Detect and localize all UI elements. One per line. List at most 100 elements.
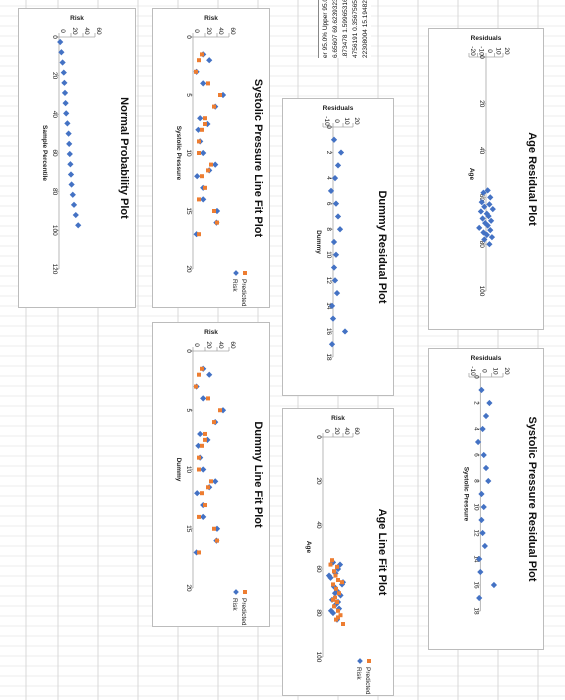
data-point [61,89,69,96]
x-tick-label: 15 [185,207,192,215]
predicted-point [215,538,219,543]
x-tick-label: 120 [51,264,58,275]
dummy-line-fit-chart[interactable]: Dummy Line Fit Plot Risk 0 20 40 60 0 5 10 15 20 Du… [152,322,270,627]
data-point [67,171,75,178]
data-point [212,161,219,168]
data-point [341,328,349,335]
y-axis-label: Risk [204,329,218,336]
x-axis-label: Age [468,168,475,181]
age-residual-chart[interactable]: Age Residual Plot Residuals -20 -10 0 10 20 0 20… [428,28,544,330]
normal-probability-chart[interactable]: Normal Probability Plot Risk 0 20 40 60 0 20 40 6… [18,8,136,308]
data-point [476,594,483,602]
table-row: 22308004 15.194828 [362,0,369,58]
predicted-point [203,431,207,436]
data-point [487,217,495,224]
x-tick-label: 0 [325,125,332,129]
predicted-point [197,514,201,519]
x-tick-label: 60 [315,565,322,573]
y-tick-label: -10 [478,46,485,56]
legend-marker-predicted [243,271,247,275]
predicted-point [338,613,343,618]
predicted-point [209,479,213,484]
y-tick-label: -20 [469,46,476,56]
predicted-point [212,209,216,213]
data-point [200,513,207,521]
y-tick-label: 20 [503,367,510,375]
predicted-point [331,582,335,587]
predicted-point [203,122,207,126]
data-point [478,516,485,524]
predicted-point [206,485,210,490]
chart-title: Normal Probability Plot [118,97,130,219]
table-row: er 95.0% Upper 95.0% [322,0,329,58]
data-point [482,464,490,472]
predicted-point [337,591,341,596]
data-point [200,395,207,402]
x-tick-label: 100 [478,286,485,297]
x-tick-label: 60 [478,194,485,202]
predicted-point [203,116,207,121]
data-point [206,371,213,378]
y-tick-label: 60 [229,27,236,35]
data-point [483,231,490,238]
data-point [57,38,64,46]
x-tick-label: 6 [472,453,479,457]
data-point [197,430,204,438]
predicted-point [194,384,198,389]
predicted-point [197,455,201,460]
predicted-point [200,52,204,57]
y-tick-label: 20 [71,27,78,35]
predicted-point [328,562,333,567]
chart-svg: Systolic Pressure Residual Plot Residuals… [462,355,538,615]
x-tick-label: 0 [478,55,485,59]
x-tick-label: 14 [325,302,332,310]
predicted-point [206,168,210,173]
x-tick-label: 18 [325,353,332,361]
data-point [336,226,344,233]
x-axis-label: Dummy [315,230,322,254]
predicted-point [197,467,201,472]
y-tick-label: 0 [480,369,487,373]
data-point [490,581,498,589]
x-tick-label: 2 [325,151,332,155]
y-tick-label: 10 [495,47,502,55]
predicted-point [200,127,204,132]
predicted-point [332,604,336,609]
legend-label: Risk [355,667,362,680]
x-axis-label: Age [305,541,312,554]
systolic-line-fit-chart[interactable]: Systolic Pressure Line Fit Plot Risk 0 20 40… [152,8,270,308]
legend-label: Predicted Risk [240,279,247,307]
x-tick-label: 10 [325,251,332,259]
y-tick-label: 60 [353,427,360,435]
x-tick-label: 80 [478,241,485,249]
y-tick-label: 20 [205,27,212,35]
x-tick-label: 5 [185,408,192,412]
data-point [331,174,339,182]
predicted-point [341,622,345,626]
legend-label: Risk [231,598,238,611]
x-tick-label: 100 [315,652,322,663]
data-point [67,161,74,168]
data-point [334,162,342,169]
y-tick-label: 60 [229,341,236,349]
predicted-point [332,569,336,574]
predicted-point [197,151,201,155]
legend-label: Predicted Risk [240,598,247,626]
data-point [485,477,492,485]
data-point [327,187,335,195]
predicted-point [206,396,210,401]
data-point [330,264,338,271]
predicted-point [197,372,201,377]
chart-title: Dummy Line Fit Plot [252,421,264,528]
data-point [476,224,483,231]
predicted-point [331,597,335,602]
chart-title: Dummy Residual Plot [376,190,388,303]
age-line-fit-chart[interactable]: Age Line Fit Plot Risk 0 20 40 60 0 20 40 60 80 100… [282,408,394,696]
predicted-point [197,550,201,555]
systolic-residual-chart[interactable]: Systolic Pressure Residual Plot Residuals… [428,348,544,650]
x-tick-label: 40 [478,147,485,155]
dummy-residual-chart[interactable]: Dummy Residual Plot Residuals -10 0 10 20 0 2 4 6… [282,98,394,396]
data-point [200,466,207,473]
